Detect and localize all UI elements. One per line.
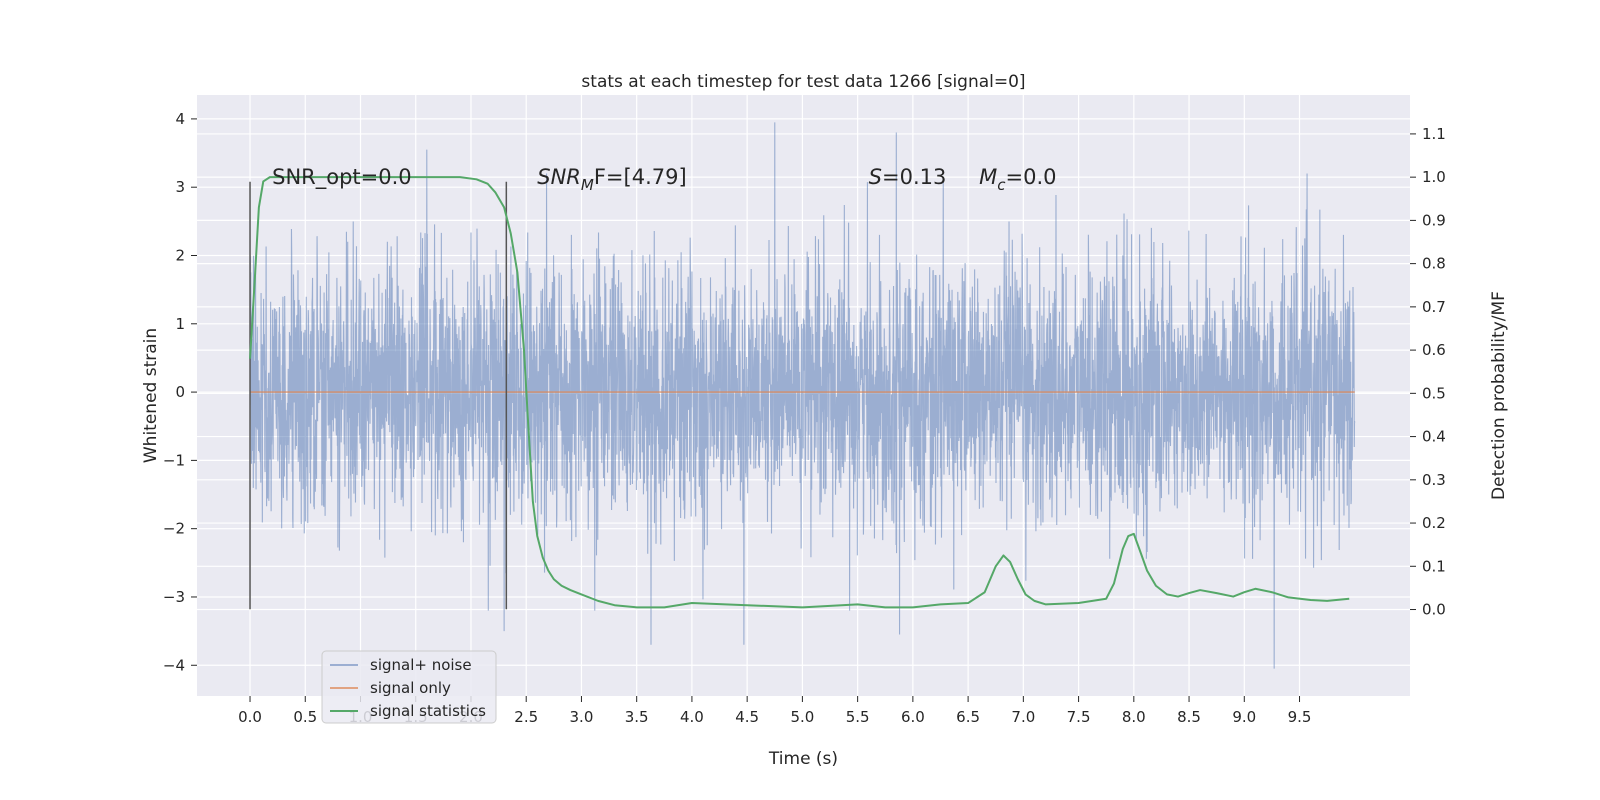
y-tick-label: 0 (175, 383, 185, 401)
y-tick-label: −2 (163, 520, 185, 538)
y-ticks: 4 3 2 1 0 −1 −2 −3 −4 (163, 110, 197, 674)
y2-tick-label: 0.7 (1422, 298, 1446, 316)
y-tick-label: −1 (163, 451, 185, 469)
y-axis-label: Whitened strain (141, 328, 161, 463)
y-tick-label: 4 (175, 110, 185, 128)
y2-axis-label: Detection probability/MF (1489, 291, 1509, 500)
x-tick-label: 8.5 (1177, 708, 1201, 726)
y2-tick-label: 0.1 (1422, 557, 1446, 575)
y2-ticks: 1.1 1.0 0.9 0.8 0.7 0.6 0.5 0.4 0.3 0.2 0.1 0.0 (1410, 125, 1446, 619)
x-tick-label: 9.5 (1288, 708, 1312, 726)
annotations: SNR_opt=0.0 SNRMF=[4.79] S=0.13 Mc=0.0 (272, 165, 1056, 194)
x-axis-label: Time (s) (768, 749, 838, 769)
y2-tick-label: 0.9 (1422, 211, 1446, 229)
x-tick-label: 2.5 (514, 708, 538, 726)
legend-entry: signal statistics (370, 702, 486, 720)
y-tick-label: 3 (175, 178, 185, 196)
x-tick-label: 6.0 (901, 708, 925, 726)
x-tick-label: 5.0 (790, 708, 814, 726)
legend-entry: signal+ noise (370, 656, 472, 674)
x-tick-label: 4.5 (735, 708, 759, 726)
x-tick-label: 8.0 (1122, 708, 1146, 726)
legend-box (321, 650, 497, 724)
x-tick-label: 3.0 (570, 708, 594, 726)
y-tick-label: 2 (175, 246, 185, 264)
y-tick-label: −4 (163, 656, 185, 674)
chart-title: stats at each timestep for test data 126… (581, 72, 1025, 92)
x-tick-label: 7.0 (1011, 708, 1035, 726)
legend-entry: signal only (370, 679, 451, 697)
y2-tick-label: 0.0 (1422, 601, 1446, 619)
legend: signal+ noise signal only signal statistic… (321, 650, 497, 724)
annotation-3: Mc=0.0 (979, 165, 1056, 194)
y2-tick-label: 0.4 (1422, 428, 1446, 446)
x-tick-label: 7.5 (1067, 708, 1091, 726)
annotation-2: S=0.13 (869, 165, 947, 189)
y2-tick-label: 1.0 (1422, 168, 1446, 186)
x-tick-label: 5.5 (846, 708, 870, 726)
y2-tick-label: 0.3 (1422, 471, 1446, 489)
signal-statistics-line (249, 176, 1350, 609)
y-tick-label: −3 (163, 588, 185, 606)
series-signal-statistics (249, 176, 1350, 609)
annotation-1: SNRMF=[4.79] (537, 165, 686, 194)
annotation-0: SNR_opt=0.0 (272, 165, 412, 190)
signal-noise-line (249, 122, 1356, 669)
x-tick-label: 0.0 (238, 708, 262, 726)
y2-tick-label: 0.2 (1422, 514, 1446, 532)
y-tick-label: 1 (175, 315, 185, 333)
x-tick-label: 6.5 (956, 708, 980, 726)
x-tick-label: 9.0 (1232, 708, 1256, 726)
x-tick-label: 3.5 (625, 708, 649, 726)
vertical-markers (249, 181, 508, 610)
x-tick-label: 4.0 (680, 708, 704, 726)
y2-tick-label: 0.6 (1422, 341, 1446, 359)
y2-tick-label: 0.8 (1422, 255, 1446, 273)
y2-tick-label: 1.1 (1422, 125, 1446, 143)
y2-tick-label: 0.5 (1422, 384, 1446, 402)
x-tick-label: 0.5 (293, 708, 317, 726)
series-signal-noise (249, 122, 1356, 669)
